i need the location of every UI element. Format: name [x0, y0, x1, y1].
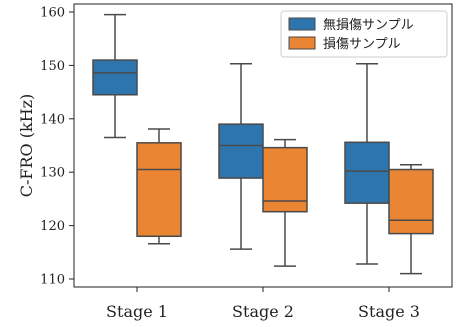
- box-iqr: [136, 142, 182, 238]
- box-iqr: [344, 141, 390, 204]
- y-tick-label: 150: [40, 59, 65, 74]
- legend-label: 損傷サンプル: [323, 37, 401, 52]
- box-damaged-stage-2: [262, 138, 308, 267]
- y-axis-label: C-FRO (kHz): [17, 94, 36, 198]
- legend-label: 無損傷サンプル: [323, 18, 414, 33]
- legend-swatch: [288, 17, 316, 31]
- x-tick-label: Stage 3: [358, 302, 420, 321]
- box-iqr: [218, 123, 264, 179]
- x-tick-label: Stage 2: [232, 302, 294, 321]
- legend-frame: [280, 10, 448, 58]
- box-iqr: [262, 146, 308, 213]
- box-damaged-stage-3: [388, 163, 434, 275]
- plot-marks: [92, 13, 434, 275]
- box-damaged-stage-1: [136, 128, 182, 245]
- box-undamaged-stage-2: [218, 63, 264, 250]
- box-undamaged-stage-1: [92, 13, 138, 139]
- y-tick-label: 140: [40, 112, 65, 127]
- legend-swatch: [288, 36, 316, 50]
- y-axis: 110 120 130 140 150 160: [40, 6, 74, 287]
- box-undamaged-stage-3: [344, 63, 390, 265]
- x-axis: Stage 1 Stage 2 Stage 3: [106, 287, 420, 321]
- x-tick-label: Stage 1: [106, 302, 168, 321]
- y-tick-label: 120: [40, 219, 65, 234]
- y-tick-label: 160: [40, 6, 65, 21]
- y-tick-label: 110: [40, 272, 65, 287]
- box-iqr: [92, 59, 138, 96]
- box-iqr: [388, 168, 434, 235]
- y-tick-label: 130: [40, 166, 65, 181]
